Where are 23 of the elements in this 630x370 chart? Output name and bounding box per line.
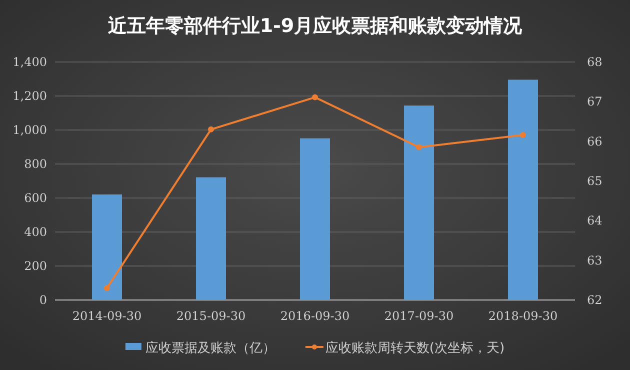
y2-tick-label: 68	[587, 55, 602, 69]
y-tick-label: 1,200	[12, 89, 47, 103]
x-tick-label: 2016-09-30	[280, 309, 350, 323]
y2-tick-label: 67	[587, 94, 602, 109]
y2-tick-label: 66	[587, 134, 602, 148]
x-tick-label: 2015-09-30	[176, 309, 246, 323]
chart-title: 近五年零部件行业1-9月应收票据和账款变动情况	[106, 15, 524, 37]
y-tick-label: 1,400	[12, 55, 47, 69]
legend-label: 应收账款周转天数(次坐标，天)	[325, 340, 505, 356]
x-tick-label: 2014-09-30	[72, 309, 142, 323]
legend-label: 应收票据及账款（亿）	[145, 340, 276, 356]
y2-tick-label: 65	[587, 174, 602, 188]
y2-tick-label: 62	[587, 293, 602, 307]
y2-tick-label: 64	[587, 214, 603, 228]
y-tick-label: 400	[24, 225, 47, 239]
y-tick-label: 0	[39, 293, 47, 307]
y2-tick-label: 63	[587, 253, 602, 268]
y-tick-label: 200	[24, 259, 47, 273]
y-tick-label: 1,000	[12, 123, 47, 137]
y-tick-label: 600	[24, 191, 47, 205]
x-tick-label: 2017-09-30	[384, 309, 454, 323]
y-tick-label: 800	[24, 157, 47, 171]
x-tick-label: 2018-09-30	[488, 309, 558, 323]
